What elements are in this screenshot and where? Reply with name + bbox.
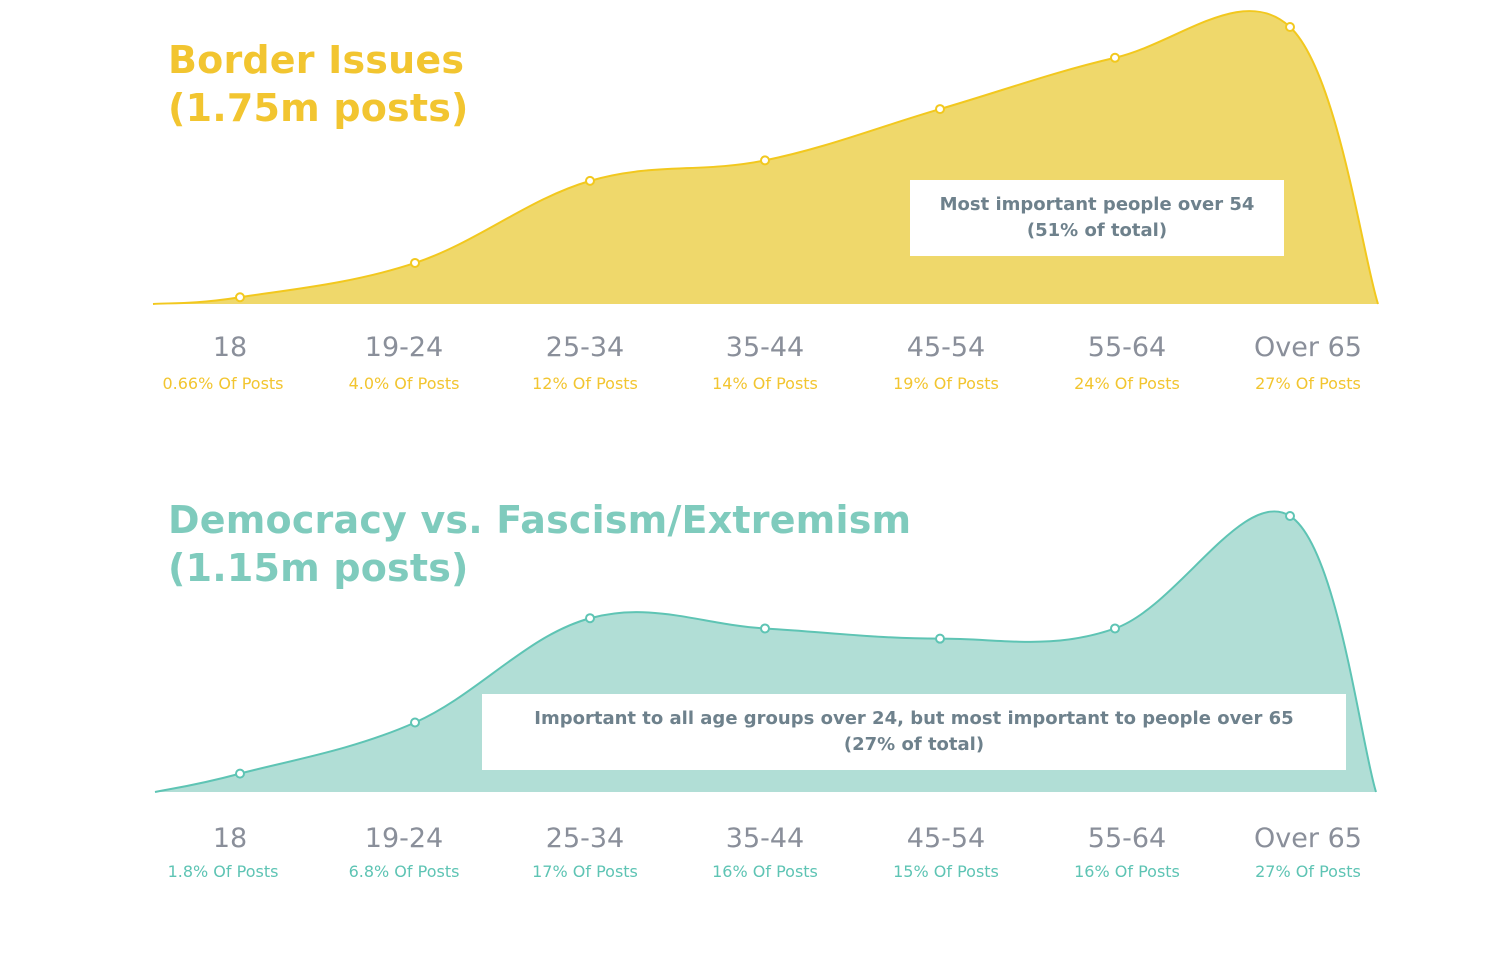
- value-label: 15% Of Posts: [893, 862, 999, 881]
- chart-title-text: Democracy vs. Fascism/Extremism: [168, 498, 912, 542]
- chart-title-border-issues: Border Issues (1.75m posts): [168, 36, 469, 132]
- data-point-19-24: [410, 717, 420, 728]
- x-tick-label: 19-24: [365, 332, 443, 363]
- x-tick-label: 18: [213, 332, 247, 363]
- value-label: 19% Of Posts: [893, 374, 999, 393]
- chart-subtitle-text: (1.15m posts): [168, 546, 469, 590]
- x-tick-label: 45-54: [907, 332, 985, 363]
- value-label: 16% Of Posts: [712, 862, 818, 881]
- chart-subtitle-text: (1.75m posts): [168, 86, 469, 130]
- annotation-line-1: Important to all age groups over 24, but…: [534, 708, 1294, 729]
- data-point-over-65: [1285, 22, 1295, 32]
- value-label: 6.8% Of Posts: [349, 862, 460, 881]
- series-line: [154, 510, 1377, 793]
- data-point-35-44: [760, 623, 770, 634]
- x-tick-label: 25-34: [546, 823, 624, 854]
- value-label: 1.8% Of Posts: [168, 862, 279, 881]
- x-tick-label: 25-34: [546, 332, 624, 363]
- data-point-45-54: [935, 633, 945, 644]
- data-point-18: [235, 292, 245, 303]
- chart-title-democracy: Democracy vs. Fascism/Extremism (1.15m p…: [168, 496, 911, 592]
- chart-panel-border-issues: 18 0.66% Of Posts 19-24 4.0% Of Posts 25-34 1…: [0, 0, 1490, 440]
- x-tick-label: Over 65: [1254, 332, 1362, 363]
- value-label: 12% Of Posts: [532, 374, 638, 393]
- x-tick-label: 55-64: [1088, 823, 1166, 854]
- data-point-35-44: [760, 155, 770, 166]
- data-point-55-64: [1110, 52, 1120, 63]
- data-point-18: [235, 768, 245, 779]
- value-label: 14% Of Posts: [712, 374, 818, 393]
- value-label: 16% Of Posts: [1074, 862, 1180, 881]
- annotation-line-1: Most important people over 54: [939, 194, 1255, 215]
- data-point-over-65: [1285, 511, 1295, 521]
- value-label: 0.66% Of Posts: [162, 374, 283, 393]
- value-label: 27% Of Posts: [1255, 374, 1361, 393]
- value-label: 24% Of Posts: [1074, 374, 1180, 393]
- x-tick-label: 35-44: [726, 823, 804, 854]
- chart-panel-democracy: 18 1.8% Of Posts 19-24 6.8% Of Posts 25-34 17…: [0, 480, 1490, 950]
- annotation-line-2: (51% of total): [1026, 220, 1168, 241]
- annotation-line-2: (27% of total): [843, 734, 985, 755]
- series-line: [152, 10, 1379, 305]
- x-tick-label: 55-64: [1088, 332, 1166, 363]
- x-tick-label: 45-54: [907, 823, 985, 854]
- x-tick-label: Over 65: [1254, 823, 1362, 854]
- value-label: 17% Of Posts: [532, 862, 638, 881]
- chart-title-text: Border Issues: [168, 38, 465, 82]
- value-label: 27% Of Posts: [1255, 862, 1361, 881]
- data-point-45-54: [935, 104, 945, 115]
- data-point-25-34: [585, 613, 595, 624]
- x-tick-label: 18: [213, 823, 247, 854]
- data-point-19-24: [410, 257, 420, 268]
- value-label: 4.0% Of Posts: [349, 374, 460, 393]
- data-point-55-64: [1110, 623, 1120, 634]
- data-point-25-34: [585, 175, 595, 186]
- x-tick-label: 19-24: [365, 823, 443, 854]
- x-tick-label: 35-44: [726, 332, 804, 363]
- chart-annotation-border-issues: Most important people over 54 (51% of to…: [910, 180, 1284, 256]
- chart-annotation-democracy: Important to all age groups over 24, but…: [482, 694, 1346, 770]
